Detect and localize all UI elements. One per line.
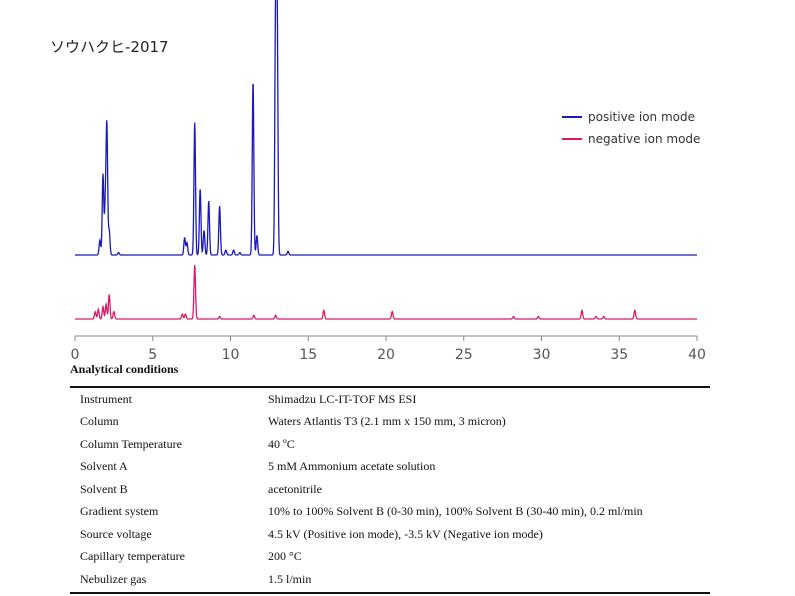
x-tick-label: 5 xyxy=(148,347,157,363)
condition-value: Waters Atlantis T3 (2.1 mm x 150 mm, 3 m… xyxy=(268,414,506,429)
table-row: Instrument Shimadzu LC-IT-TOF MS ESI xyxy=(70,388,710,411)
x-tick-label: 40 xyxy=(688,347,706,363)
legend-swatch-negative xyxy=(562,138,582,140)
legend-label-positive: positive ion mode xyxy=(588,110,696,124)
table-bottom-rule xyxy=(70,592,710,594)
conditions-title: Analytical conditions xyxy=(70,362,179,376)
series-line-0 xyxy=(75,0,697,256)
condition-value: 40 ºC xyxy=(268,436,295,451)
condition-label: Nebulizer gas xyxy=(80,571,147,586)
condition-label: Gradient system xyxy=(80,504,159,519)
table-row: Gradient system 10% to 100% Solvent B (0-… xyxy=(70,501,710,524)
condition-label: Capillary temperature xyxy=(80,549,185,564)
condition-label: Column xyxy=(80,414,119,429)
condition-label: Solvent B xyxy=(80,481,128,496)
table-top-rule xyxy=(70,386,710,388)
x-tick-label: 0 xyxy=(71,347,80,363)
chart-title: ソウハクヒ-2017 xyxy=(50,38,169,56)
x-tick-label: 15 xyxy=(299,347,317,363)
condition-value: 200 °C xyxy=(268,549,302,564)
condition-label: Source voltage xyxy=(80,526,152,541)
table-row: Source voltage 4.5 kV (Positive ion mode)… xyxy=(70,523,710,546)
table-row: Column Waters Atlantis T3 (2.1 mm x 150 m… xyxy=(70,411,710,434)
table-row: Column Temperature 40 ºC xyxy=(70,433,710,456)
x-tick-label: 10 xyxy=(222,347,240,363)
conditions-table: Instrument Shimadzu LC-IT-TOF MS ESI Colum… xyxy=(70,388,710,591)
x-tick-label: 30 xyxy=(533,347,551,363)
x-tick-label: 35 xyxy=(610,347,628,363)
table-row: Nebulizer gas 1.5 l/min xyxy=(70,568,710,591)
condition-value: 5 mM Ammonium acetate solution xyxy=(268,459,436,474)
legend-label-negative: negative ion mode xyxy=(588,132,701,146)
chromatogram-chart: 0 5 10 15 20 25 30 35 40 xyxy=(71,0,706,363)
table-row: Solvent A 5 mM Ammonium acetate solution xyxy=(70,456,710,479)
condition-value: Shimadzu LC-IT-TOF MS ESI xyxy=(268,391,417,406)
condition-label: Instrument xyxy=(80,391,132,406)
x-tick-label: 20 xyxy=(377,347,395,363)
condition-value: 10% to 100% Solvent B (0-30 min), 100% S… xyxy=(268,504,643,519)
legend-item-positive: positive ion mode xyxy=(562,106,700,128)
series-line-1 xyxy=(75,265,697,320)
condition-value: 4.5 kV (Positive ion mode), -3.5 kV (Neg… xyxy=(268,526,543,541)
table-row: Solvent B acetonitrile xyxy=(70,478,710,501)
condition-label: Column Temperature xyxy=(80,436,182,451)
legend-item-negative: negative ion mode xyxy=(562,128,700,150)
legend-swatch-positive xyxy=(562,116,582,118)
table-row: Capillary temperature 200 °C xyxy=(70,546,710,569)
chart-legend: positive ion mode negative ion mode xyxy=(562,106,700,150)
condition-value: 1.5 l/min xyxy=(268,571,312,586)
x-tick-label: 25 xyxy=(455,347,473,363)
condition-value: acetonitrile xyxy=(268,481,322,496)
condition-label: Solvent A xyxy=(80,459,128,474)
